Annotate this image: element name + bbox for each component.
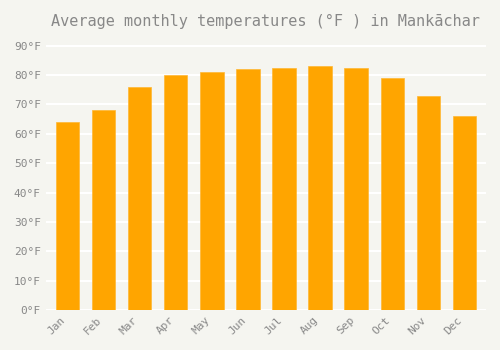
Bar	[128, 87, 152, 310]
Bar	[452, 116, 476, 310]
Bar	[380, 78, 404, 310]
Bar	[272, 68, 295, 310]
Bar	[164, 75, 188, 310]
Bar	[416, 96, 440, 310]
Bar	[344, 68, 368, 310]
Bar	[308, 66, 332, 310]
Bar	[200, 72, 224, 310]
Title: Average monthly temperatures (°F ) in Mankāchar: Average monthly temperatures (°F ) in Ma…	[52, 14, 480, 29]
Bar	[56, 122, 79, 310]
Bar	[236, 69, 260, 310]
Bar	[92, 110, 115, 310]
